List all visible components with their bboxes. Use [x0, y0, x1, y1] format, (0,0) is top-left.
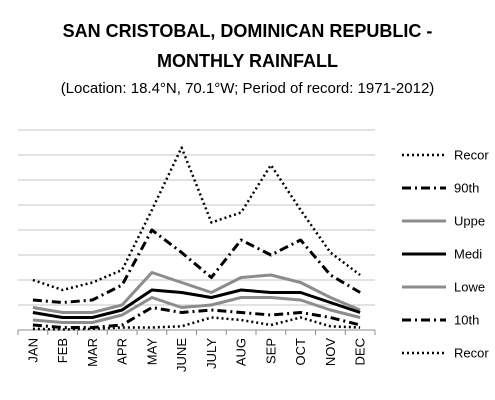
series-line — [32, 316, 361, 331]
x-tick-label: OCT — [293, 338, 308, 366]
x-tick-label: SEP — [263, 338, 278, 364]
x-tick-label: NOV — [323, 338, 338, 367]
series-line — [32, 146, 361, 292]
legend-label: Lowe — [454, 280, 485, 295]
x-tick-label: APR — [115, 338, 130, 365]
legend-label: Uppe — [454, 214, 485, 229]
chart-subtitle: (Location: 18.4°N, 70.1°W; Period of rec… — [60, 80, 435, 97]
legend-label: Medi — [454, 247, 482, 262]
series-line — [32, 271, 361, 314]
legend-label: 90th — [454, 181, 479, 196]
x-tick-label: DEC — [353, 338, 368, 365]
chart-title-line-2: MONTHLY RAINFALL — [156, 51, 338, 71]
legend-label: 10th — [454, 313, 479, 328]
x-tick-label: JUNE — [174, 338, 189, 372]
x-tick-label: FEB — [55, 338, 70, 363]
x-tick-label: MAR — [85, 338, 100, 367]
series-line — [32, 228, 361, 304]
chart-title-line-1: SAN CRISTOBAL, DOMINICAN REPUBLIC - — [62, 21, 433, 41]
x-tick-label: AUG — [234, 338, 249, 366]
x-tick-label: JULY — [204, 338, 219, 369]
legend-label: Recor — [454, 148, 489, 163]
legend-label: Recor — [454, 346, 489, 361]
x-tick-label: MAY — [144, 338, 159, 366]
series-line — [32, 296, 361, 324]
series-line — [32, 288, 361, 319]
x-tick-label: JAN — [25, 338, 40, 363]
